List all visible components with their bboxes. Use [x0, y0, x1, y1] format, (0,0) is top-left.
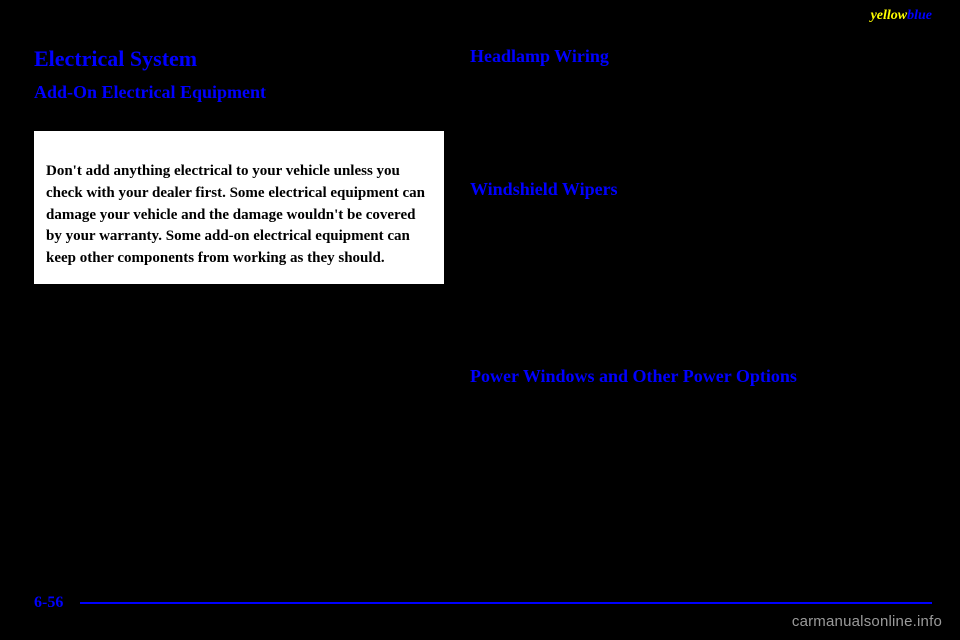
spacer — [470, 204, 880, 242]
page-number: 6-56 — [34, 594, 69, 612]
spacer — [470, 147, 880, 169]
subsection-power-windows: Power Windows and Other Power Options — [470, 366, 880, 387]
right-column: Headlamp Wiring Windshield Wipers Power … — [470, 40, 880, 391]
subsection-addon: Add-On Electrical Equipment — [34, 82, 444, 103]
footer-rule — [80, 602, 932, 604]
spacer — [470, 242, 880, 280]
left-column: Electrical System Add-On Electrical Equi… — [34, 40, 444, 284]
corner-tag-yellow: yellow — [871, 8, 908, 23]
spacer — [470, 109, 880, 147]
spacer — [470, 318, 880, 356]
section-title: Electrical System — [34, 46, 444, 72]
corner-tag-blue: blue — [907, 8, 932, 23]
watermark: carmanualsonline.info — [792, 613, 942, 630]
subsection-wipers: Windshield Wipers — [470, 179, 880, 200]
notice-box: NOTICE: Don't add anything electrical to… — [34, 131, 444, 284]
notice-text: Don't add anything electrical to your ve… — [46, 161, 432, 270]
manual-page: yellowblue Electrical System Add-On Elec… — [0, 0, 960, 640]
spacer — [470, 280, 880, 318]
subsection-headlamp: Headlamp Wiring — [470, 46, 880, 67]
spacer — [470, 71, 880, 109]
footer: 6-56 — [34, 602, 932, 604]
corner-tag: yellowblue — [871, 8, 932, 24]
